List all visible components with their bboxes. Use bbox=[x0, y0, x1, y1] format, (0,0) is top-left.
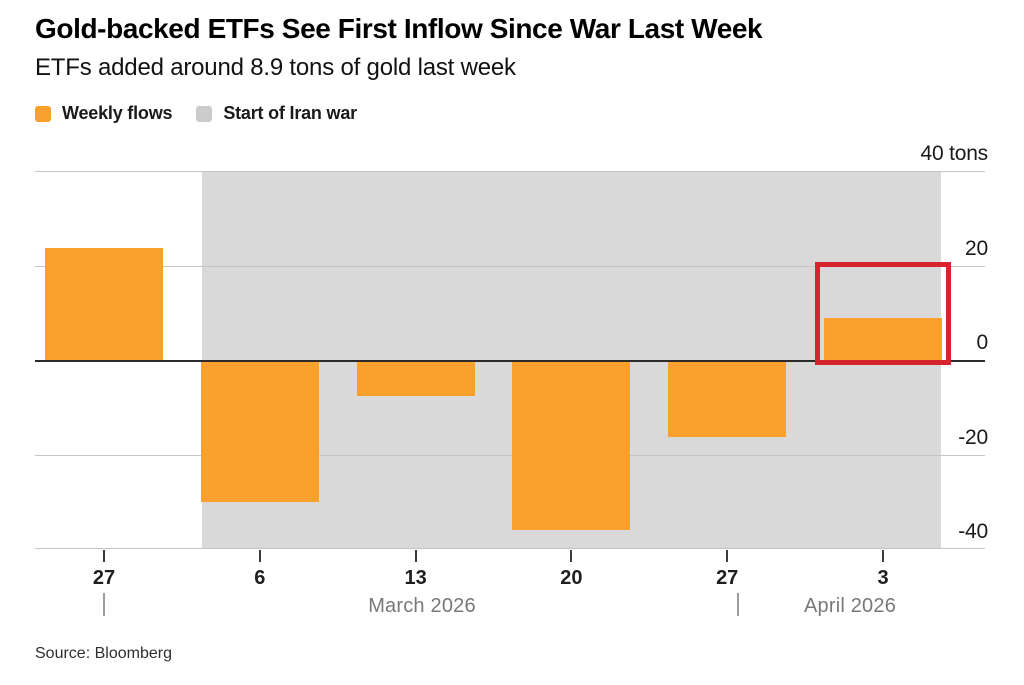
month-separator-0 bbox=[103, 593, 105, 616]
gridline--40 bbox=[35, 548, 985, 549]
gridline--20 bbox=[35, 454, 985, 456]
page-subtitle: ETFs added around 8.9 tons of gold last … bbox=[35, 54, 516, 81]
x-tick-0 bbox=[103, 550, 105, 562]
month-label-1: April 2026 bbox=[803, 595, 897, 617]
x-tick-1 bbox=[258, 550, 261, 562]
month-label-0: March 2026 bbox=[368, 595, 476, 617]
page-title: Gold-backed ETFs See First Inflow Since … bbox=[35, 13, 763, 44]
legend: Weekly flows Start of Iran war bbox=[35, 103, 357, 124]
weekly-flow-bar-5-3 bbox=[824, 317, 942, 360]
zero-axis-line bbox=[35, 360, 985, 362]
x-axis-label-0-27: 27 bbox=[92, 567, 116, 589]
month-separator-1 bbox=[737, 593, 740, 616]
weekly-flow-bar-2-13 bbox=[356, 360, 475, 397]
weekly-flow-bar-3-20 bbox=[512, 360, 631, 530]
y-axis-label--20: -20 bbox=[958, 425, 988, 449]
x-tick-3 bbox=[570, 550, 573, 562]
x-axis-label-2-13: 13 bbox=[404, 567, 427, 589]
legend-label-iran-war: Start of Iran war bbox=[223, 103, 357, 123]
weekly-flow-bar-1-6 bbox=[200, 360, 319, 502]
y-axis-label-40: 40 tons bbox=[920, 142, 989, 165]
y-axis-label--40: -40 bbox=[958, 520, 988, 543]
first-inflow-highlight-box bbox=[815, 262, 951, 365]
x-axis-label-5-3: 3 bbox=[877, 567, 889, 589]
y-axis-label-20: 20 bbox=[965, 236, 988, 260]
x-tick-5 bbox=[882, 550, 884, 562]
x-tick-2 bbox=[414, 550, 417, 562]
legend-swatch-iran-war bbox=[196, 105, 213, 122]
gridline-40 bbox=[35, 171, 985, 172]
gridline-20 bbox=[35, 265, 985, 267]
x-axis-label-4-27: 27 bbox=[716, 567, 739, 589]
x-axis-label-1-6: 6 bbox=[254, 567, 266, 589]
weekly-flow-bar-4-27 bbox=[668, 360, 787, 438]
bar-chart-plot-area bbox=[35, 171, 985, 549]
x-tick-4 bbox=[726, 550, 729, 562]
weekly-flow-bar-0-27 bbox=[45, 247, 163, 360]
legend-label-weekly-flows: Weekly flows bbox=[62, 103, 173, 123]
x-axis-label-3-20: 20 bbox=[560, 567, 583, 589]
y-axis-label-0: 0 bbox=[976, 331, 989, 354]
source-label: Source: Bloomberg bbox=[35, 645, 172, 662]
legend-swatch-weekly-flows bbox=[35, 105, 51, 122]
